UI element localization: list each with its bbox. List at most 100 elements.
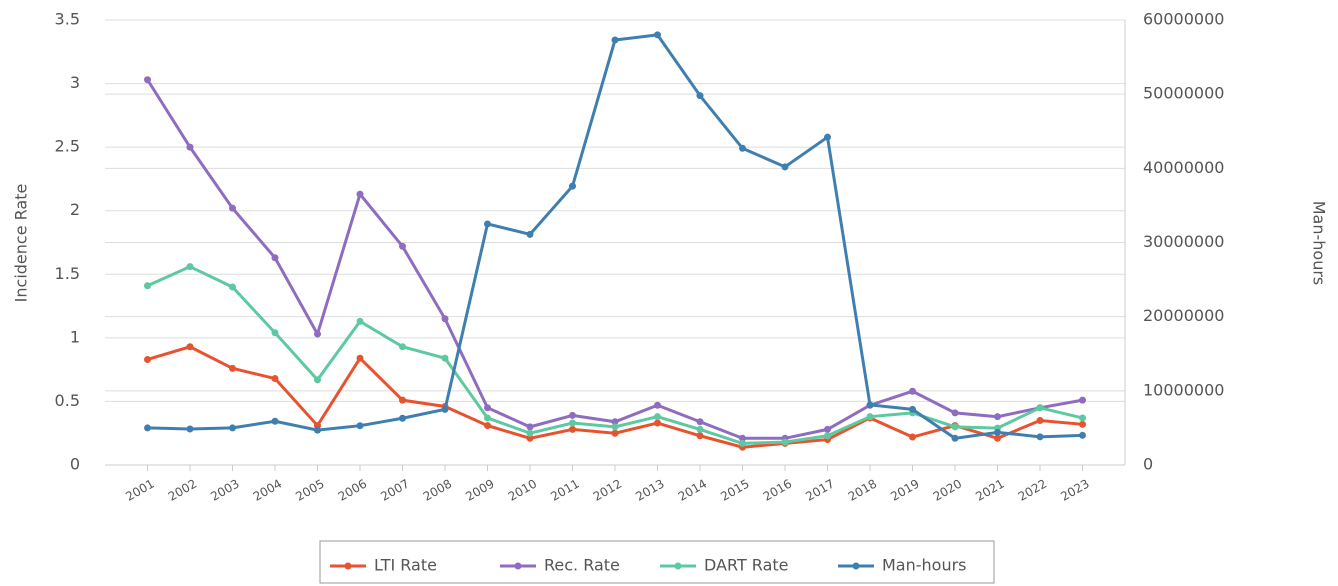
x-tick-label: 2020 [931, 477, 964, 504]
point [824, 133, 831, 141]
point [824, 432, 831, 440]
y-tick-label: 0.5 [55, 391, 80, 410]
legend-swatch-dot [674, 562, 682, 570]
legend-box [319, 540, 995, 584]
point [569, 419, 576, 427]
point [824, 425, 831, 433]
point [186, 343, 194, 351]
y-tick-label: 2 [70, 200, 80, 219]
point [229, 204, 236, 212]
point [611, 429, 619, 437]
point [356, 190, 364, 198]
point [314, 426, 321, 434]
point [399, 343, 406, 351]
x-tick-label: 2009 [463, 477, 496, 504]
point [951, 423, 959, 431]
point [696, 432, 704, 440]
point [654, 419, 661, 427]
y-tick-label: 3.5 [55, 10, 80, 29]
point [866, 401, 874, 409]
y-tick-label: 3 [70, 73, 80, 92]
point [399, 396, 406, 404]
point [951, 409, 959, 417]
y2-tick-label: 10000000 [1143, 380, 1224, 399]
legend-swatch-dot [514, 562, 522, 570]
point [441, 405, 449, 413]
y-tick-label: 0 [70, 455, 80, 474]
point [271, 329, 279, 337]
point [399, 242, 406, 250]
point [484, 414, 491, 422]
point [654, 401, 661, 409]
legend-label: DART Rate [704, 556, 788, 575]
x-tick-label: 2023 [1058, 477, 1091, 504]
point [441, 315, 449, 323]
x-tick-label: 2019 [888, 477, 921, 504]
point [781, 438, 789, 446]
y2-tick-label: 0 [1143, 455, 1153, 474]
legend-label: Rec. Rate [544, 556, 620, 575]
legend-swatch-dot [344, 562, 352, 570]
point [441, 354, 449, 362]
legend-label: Man-hours [882, 556, 967, 575]
legend-label: LTI Rate [374, 556, 437, 575]
point [739, 434, 746, 442]
legend-swatch-dot [852, 562, 860, 570]
point [611, 36, 619, 44]
x-tick-label: 2017 [803, 477, 836, 504]
x-tick-label: 2008 [421, 477, 454, 504]
point [229, 364, 236, 372]
point [1079, 396, 1086, 404]
point [229, 283, 236, 291]
point [1036, 417, 1044, 424]
x-tick-label: 2005 [293, 477, 326, 504]
point [569, 425, 576, 433]
point [1079, 420, 1086, 428]
point [781, 163, 789, 171]
point [484, 220, 491, 228]
point [654, 413, 661, 421]
point [356, 422, 364, 430]
point [611, 423, 619, 431]
point [314, 376, 321, 384]
point [1036, 404, 1044, 412]
x-tick-label: 2010 [506, 477, 539, 504]
x-tick-label: 2002 [166, 477, 199, 504]
point [271, 375, 279, 383]
point [144, 282, 151, 290]
point [569, 182, 576, 190]
y2-tick-label: 40000000 [1143, 158, 1224, 177]
x-tick-label: 2013 [633, 477, 666, 504]
x-tick-label: 2006 [336, 477, 369, 504]
point [399, 414, 406, 422]
point [271, 254, 279, 262]
point [186, 143, 194, 151]
y2-tick-label: 20000000 [1143, 306, 1224, 325]
point [696, 92, 704, 100]
point [1079, 431, 1086, 439]
point [1079, 414, 1086, 422]
y2-tick-label: 60000000 [1143, 10, 1224, 29]
point [144, 424, 151, 432]
point [739, 439, 746, 447]
point [654, 31, 661, 39]
point [144, 355, 151, 363]
point [526, 429, 534, 437]
x-tick-label: 2003 [208, 477, 241, 504]
point [271, 417, 279, 425]
point [356, 317, 364, 325]
point [186, 263, 194, 271]
y2-tick-label: 50000000 [1143, 84, 1224, 103]
point [739, 144, 746, 152]
x-tick-label: 2022 [1016, 477, 1049, 504]
point [994, 413, 1001, 421]
point [909, 387, 916, 395]
y2-axis-label: Man-hours [1310, 201, 1329, 286]
point [866, 413, 874, 421]
series-line [146, 78, 1083, 440]
point [1036, 433, 1044, 441]
point [909, 433, 916, 441]
y-tick-label: 1.5 [55, 264, 80, 283]
